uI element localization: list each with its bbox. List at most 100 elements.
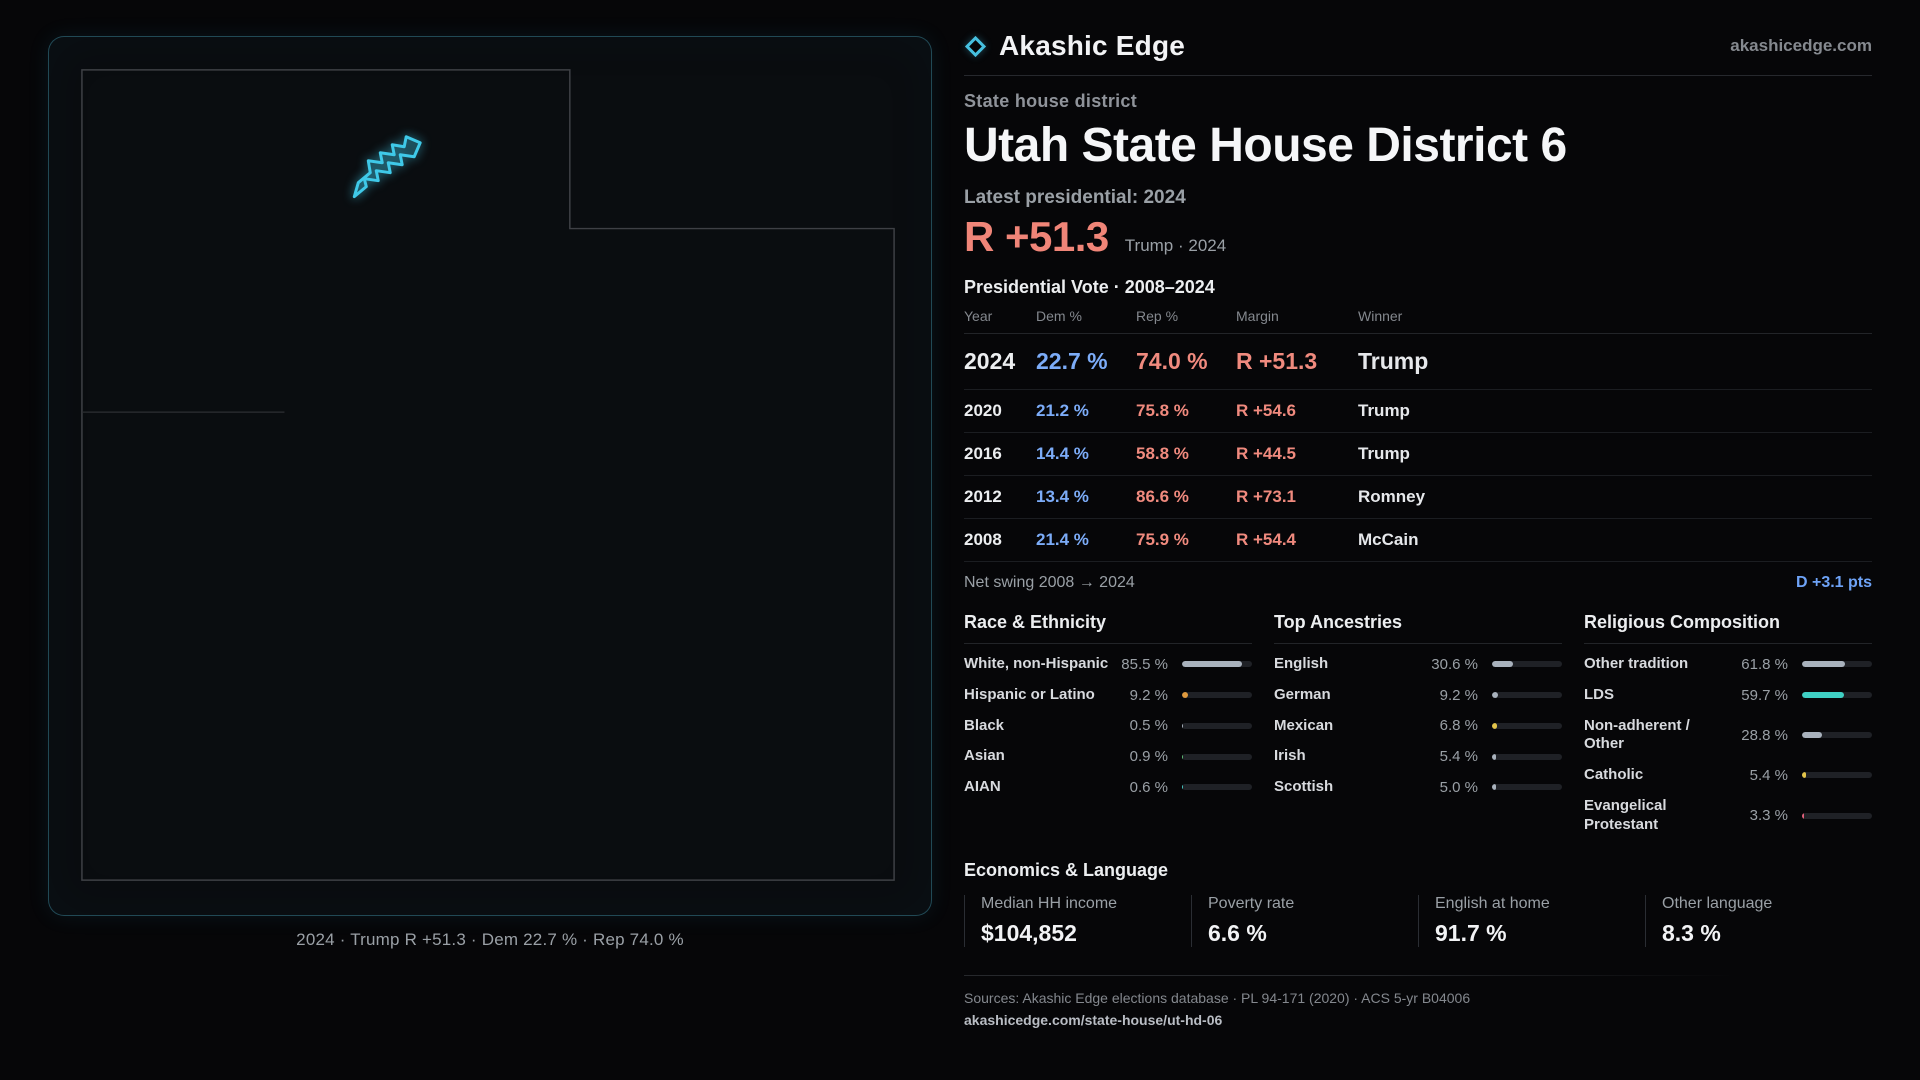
net-swing-row: Net swing 2008 → 2024 D +3.1 pts bbox=[964, 574, 1872, 592]
demo-bar bbox=[1802, 772, 1872, 779]
demo-row: Irish 5.4 % bbox=[1274, 741, 1562, 772]
demo-label: Evangelical Protestant bbox=[1584, 796, 1667, 833]
cell-margin: R +44.5 bbox=[1236, 444, 1297, 463]
stat-cell: English at home 91.7 % bbox=[1418, 895, 1645, 948]
stat-label: Median HH income bbox=[981, 895, 1118, 913]
ancestries-column: Top Ancestries English 30.6 % German 9.2… bbox=[1274, 612, 1562, 840]
cell-margin: R +54.6 bbox=[1236, 401, 1297, 420]
table-row: 2020 21.2 % 75.8 % R +54.6 Trump bbox=[964, 390, 1872, 433]
page-title: Utah State House District 6 bbox=[964, 119, 1567, 172]
demo-bar bbox=[1182, 661, 1252, 668]
demo-label: Non-adherent / Other bbox=[1584, 716, 1690, 753]
demo-row: White, non-Hispanic 85.5 % bbox=[964, 649, 1252, 680]
stat-cell: Poverty rate 6.6 % bbox=[1191, 895, 1418, 948]
demo-label: Other tradition bbox=[1584, 655, 1689, 672]
demo-label: Scottish bbox=[1274, 778, 1334, 795]
demo-label: English bbox=[1274, 655, 1329, 672]
cell-dem: 13.4 % bbox=[1036, 487, 1089, 506]
brand-site-link[interactable]: akashicedge.com bbox=[1730, 36, 1872, 55]
table-row: 2012 13.4 % 86.6 % R +73.1 Romney bbox=[964, 476, 1872, 519]
permalink[interactable]: akashicedge.com/state-house/ut-hd-06 bbox=[964, 1012, 1223, 1029]
demo-label: White, non-Hispanic bbox=[964, 655, 1109, 672]
demo-bar bbox=[1492, 753, 1562, 760]
demo-row: Other tradition 61.8 % bbox=[1584, 649, 1872, 680]
demo-label: Irish bbox=[1274, 747, 1306, 765]
table-row: 2024 22.7 % 74.0 % R +51.3 Trump bbox=[964, 334, 1872, 390]
demo-bar bbox=[1182, 753, 1252, 760]
report-panel: Akashic Edge akashicedge.com State house… bbox=[964, 30, 1872, 1031]
cell-winner: Trump bbox=[1358, 401, 1410, 420]
district-shape bbox=[352, 135, 422, 199]
cell-year: 2020 bbox=[964, 401, 1002, 420]
presidential-vote-table: Year Dem % Rep % Margin Winner 2024 22.7… bbox=[964, 308, 1872, 562]
demo-row: Asian 0.9 % bbox=[964, 741, 1252, 772]
cell-rep: 75.9 % bbox=[1136, 530, 1189, 549]
demo-bar bbox=[1802, 661, 1872, 668]
demo-value: 85.5 % bbox=[1121, 655, 1168, 673]
demo-row: LDS 59.7 % bbox=[1584, 680, 1872, 711]
demo-row: Black 0.5 % bbox=[964, 711, 1252, 742]
cell-dem: 21.4 % bbox=[1036, 530, 1089, 549]
demo-value: 3.3 % bbox=[1749, 807, 1788, 824]
race-ethnicity-column: Race & Ethnicity White, non-Hispanic 85.… bbox=[964, 612, 1252, 840]
stat-value: 91.7 % bbox=[1435, 920, 1507, 947]
col-winner: Winner bbox=[1358, 308, 1403, 324]
stat-value: 6.6 % bbox=[1208, 920, 1267, 947]
cell-dem: 14.4 % bbox=[1036, 444, 1089, 463]
cell-year: 2016 bbox=[964, 444, 1002, 463]
demo-row: English 30.6 % bbox=[1274, 649, 1562, 680]
demo-value: 59.7 % bbox=[1741, 686, 1788, 704]
demo-value: 0.9 % bbox=[1129, 748, 1168, 766]
demo-row: AIAN 0.6 % bbox=[964, 772, 1252, 803]
demo-row: Hispanic or Latino 9.2 % bbox=[964, 680, 1252, 711]
utah-map bbox=[81, 69, 895, 881]
demo-label: Hispanic or Latino bbox=[964, 685, 1095, 703]
cell-winner: McCain bbox=[1358, 530, 1419, 549]
demo-value: 28.8 % bbox=[1741, 726, 1788, 744]
cell-dem: 22.7 % bbox=[1036, 348, 1108, 374]
section-title: Top Ancestries bbox=[1274, 612, 1562, 644]
demo-label: LDS bbox=[1584, 685, 1614, 703]
demo-value: 61.8 % bbox=[1741, 655, 1788, 673]
demo-bar bbox=[1492, 722, 1562, 729]
cell-margin: R +54.4 bbox=[1236, 530, 1297, 549]
district-map-panel bbox=[48, 36, 932, 916]
cell-winner: Trump bbox=[1358, 444, 1410, 463]
table-row: 2016 14.4 % 58.8 % R +44.5 Trump bbox=[964, 433, 1872, 476]
headline-margin-sub: Trump · 2024 bbox=[1124, 236, 1227, 255]
brand-header: Akashic Edge akashicedge.com bbox=[964, 30, 1872, 76]
demo-label: German bbox=[1274, 685, 1331, 703]
stat-cell: Other language 8.3 % bbox=[1645, 895, 1872, 948]
demo-bar bbox=[1182, 784, 1252, 791]
stat-value: 8.3 % bbox=[1662, 920, 1721, 947]
cell-year: 2008 bbox=[964, 530, 1002, 549]
section-title: Religious Composition bbox=[1584, 612, 1872, 644]
demo-row: Catholic 5.4 % bbox=[1584, 760, 1872, 791]
demo-bar bbox=[1182, 692, 1252, 699]
demo-value: 6.8 % bbox=[1439, 717, 1478, 735]
col-year: Year bbox=[964, 308, 993, 324]
net-swing-value: D +3.1 pts bbox=[1795, 574, 1872, 591]
brand-name: Akashic Edge bbox=[999, 30, 1186, 61]
stat-label: Poverty rate bbox=[1208, 895, 1295, 913]
demo-bar bbox=[1802, 692, 1872, 699]
table-header-row: Year Dem % Rep % Margin Winner bbox=[964, 308, 1872, 334]
cell-rep: 75.8 % bbox=[1136, 401, 1189, 420]
demo-bar bbox=[1802, 812, 1872, 819]
demographics-section: Race & Ethnicity White, non-Hispanic 85.… bbox=[964, 612, 1872, 840]
economics-section-title: Economics & Language bbox=[964, 860, 1169, 881]
demo-row: Non-adherent / Other 28.8 % bbox=[1584, 711, 1872, 761]
cell-rep: 86.6 % bbox=[1136, 487, 1189, 506]
demo-bar bbox=[1492, 692, 1562, 699]
section-title: Race & Ethnicity bbox=[964, 612, 1252, 644]
col-rep: Rep % bbox=[1136, 308, 1179, 324]
cell-winner: Romney bbox=[1358, 487, 1426, 506]
demo-label: Black bbox=[964, 716, 1005, 734]
diamond-logo-icon bbox=[964, 35, 987, 57]
stat-label: Other language bbox=[1662, 895, 1773, 913]
stat-value: $104,852 bbox=[981, 920, 1077, 947]
map-caption: 2024 · Trump R +51.3 · Dem 22.7 % · Rep … bbox=[296, 930, 684, 949]
demo-row: Evangelical Protestant 3.3 % bbox=[1584, 791, 1872, 841]
col-dem: Dem % bbox=[1036, 308, 1082, 324]
col-margin: Margin bbox=[1236, 308, 1279, 324]
